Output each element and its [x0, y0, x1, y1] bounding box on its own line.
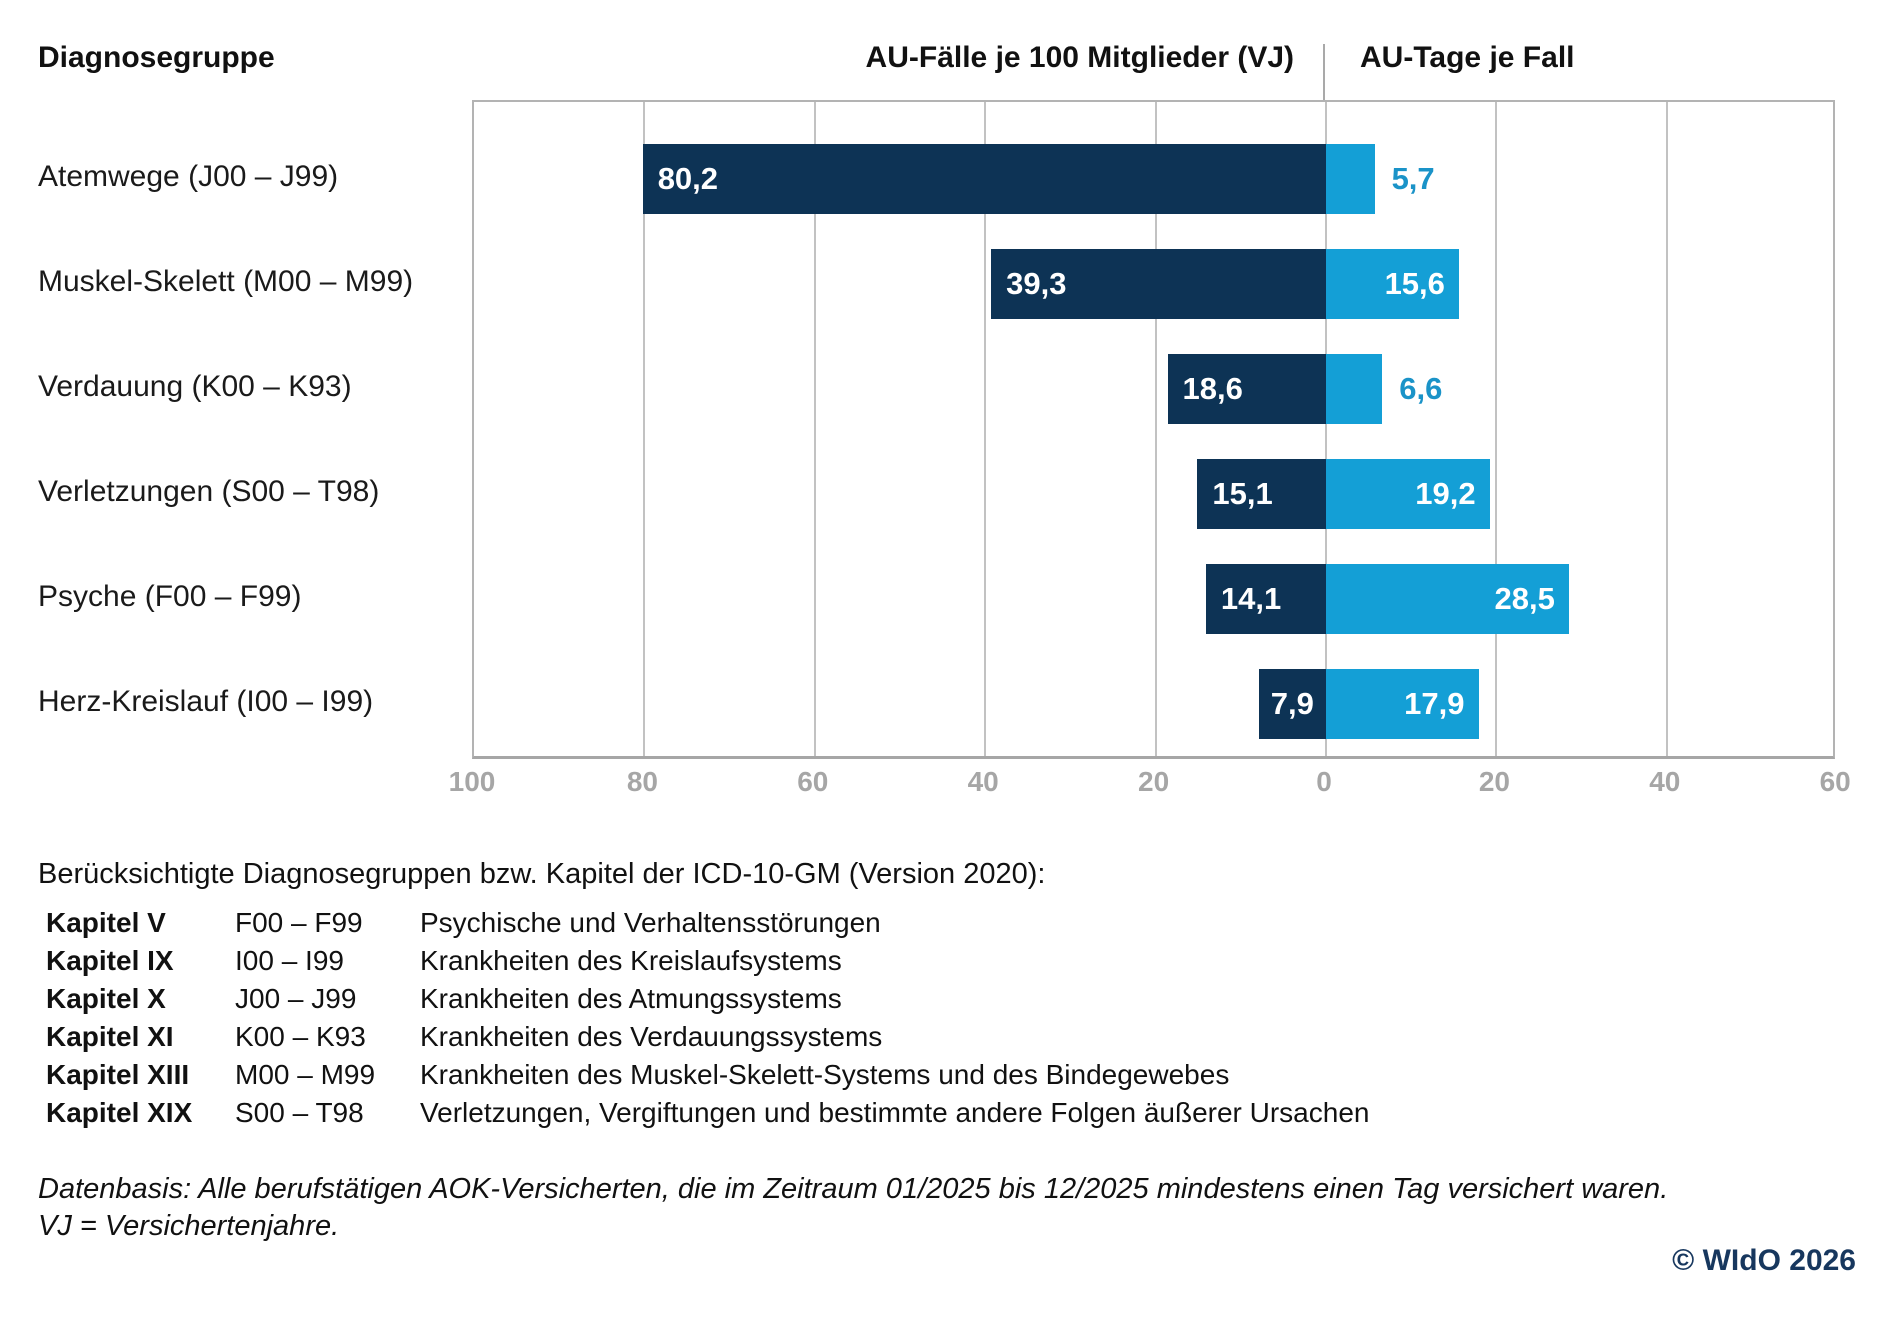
bar-au-tage: [1326, 354, 1383, 424]
bar-value-label-outside: 6,6: [1399, 371, 1443, 406]
category-label: Muskel-Skelett (M00 – M99): [38, 265, 414, 298]
icd-table-row: Kapitel XI K00 – K93 Krankheiten des Ver…: [46, 1018, 1369, 1056]
category-label: Psyche (F00 – F99): [38, 580, 302, 613]
category-label: Herz-Kreislauf (I00 – I99): [38, 685, 374, 718]
x-axis-tick: 40: [967, 766, 999, 797]
gridline: [1665, 102, 1668, 756]
bar-value-label: 15,1: [1212, 476, 1273, 511]
bar-au-tage: 17,9: [1326, 669, 1479, 739]
icd-table-row: Kapitel X J00 – J99 Krankheiten des Atmu…: [46, 980, 1369, 1018]
column-header-au-tage: AU-Tage je Fall: [1360, 41, 1575, 74]
column-header-au-faelle: AU-Fälle je 100 Mitglieder (VJ): [865, 41, 1294, 74]
icd-chapter-cell: Kapitel XIII: [46, 1059, 190, 1090]
icd-code-cell: M00 – M99: [235, 1059, 376, 1090]
x-axis-tick: 20: [1138, 766, 1170, 797]
category-label: Verletzungen (S00 – T98): [38, 475, 380, 508]
x-axis-tick: 0: [1316, 766, 1332, 797]
bar-au-tage: [1326, 144, 1375, 214]
icd-chapter-cell: Kapitel IX: [46, 945, 174, 976]
x-axis-tick: 80: [626, 766, 658, 797]
icd-chapter-cell: Kapitel X: [46, 983, 166, 1014]
x-axis-tick: 60: [797, 766, 829, 797]
bar-value-label: 39,3: [1006, 266, 1067, 301]
header-divider-line: [1323, 44, 1325, 100]
icd-code-cell: I00 – I99: [235, 945, 344, 976]
gridline: [813, 102, 816, 756]
icd-code-cell: K00 – K93: [235, 1021, 366, 1052]
gridline: [1495, 102, 1498, 756]
icd-description-cell: Krankheiten des Kreislaufsystems: [420, 945, 842, 976]
plot-area: 80,2 5,7 39,3 15,6 18,6 6,6 15,1 19,2 14,1 28,5 7,…: [472, 100, 1835, 759]
gridline: [1325, 102, 1327, 756]
gridline: [1154, 102, 1157, 756]
category-label: Atemwege (J00 – J99): [38, 160, 339, 193]
bar-value-label-outside: 5,7: [1391, 161, 1435, 196]
icd-description-cell: Krankheiten des Atmungssystems: [420, 983, 842, 1014]
icd-description-cell: Krankheiten des Verdauungssystems: [420, 1021, 883, 1052]
icd-code-cell: J00 – J99: [235, 983, 357, 1014]
icd-table-row: Kapitel V F00 – F99 Psychische und Verha…: [46, 904, 1369, 942]
bar-au-tage: 19,2: [1326, 459, 1490, 529]
column-header-diagnosegruppe: Diagnosegruppe: [38, 41, 275, 74]
bar-value-label: 15,6: [1384, 266, 1445, 301]
gridline: [643, 102, 646, 756]
bar-value-label: 80,2: [657, 161, 719, 196]
x-axis-tick: 100: [448, 766, 496, 797]
bar-value-label: 7,9: [1270, 686, 1314, 721]
x-axis-tick: 60: [1819, 766, 1851, 797]
x-axis-tick: 40: [1649, 766, 1681, 797]
icd-description-cell: Krankheiten des Muskel-Skelett-Systems u…: [420, 1059, 1230, 1090]
bar-value-label: 28,5: [1494, 581, 1555, 616]
bar-value-label: 14,1: [1220, 581, 1282, 616]
gridline: [984, 102, 987, 756]
bar-value-label: 17,9: [1404, 686, 1465, 721]
data-basis-line1: Datenbasis: Alle berufstätigen AOK-Versi…: [38, 1173, 1669, 1205]
category-label: Verdauung (K00 – K93): [38, 370, 352, 403]
icd-chapter-cell: Kapitel XI: [46, 1021, 174, 1052]
copyright-label: © WIdO 2026: [1672, 1244, 1856, 1277]
bar-au-faelle: 15,1: [1197, 459, 1326, 529]
icd-chapter-table: Kapitel V F00 – F99 Psychische und Verha…: [46, 904, 1369, 1132]
bar-au-tage: 15,6: [1326, 249, 1459, 319]
icd-chapter-cell: Kapitel XIX: [46, 1097, 193, 1128]
bar-au-faelle: 80,2: [642, 144, 1326, 214]
footnote-heading: Berücksichtigte Diagnosegruppen bzw. Kap…: [38, 858, 1046, 890]
bar-au-faelle: 39,3: [991, 249, 1326, 319]
bar-au-faelle: 7,9: [1258, 669, 1326, 739]
icd-chapter-cell: Kapitel V: [46, 907, 166, 938]
bar-value-label: 19,2: [1415, 476, 1476, 511]
bar-au-faelle: 14,1: [1205, 564, 1326, 634]
icd-table-row: Kapitel IX I00 – I99 Krankheiten des Kre…: [46, 942, 1369, 980]
icd-table-row: Kapitel XIII M00 – M99 Krankheiten des M…: [46, 1056, 1369, 1094]
icd-code-cell: F00 – F99: [235, 907, 363, 938]
bar-au-faelle: 18,6: [1167, 354, 1326, 424]
x-axis-tick: 20: [1478, 766, 1510, 797]
bar-value-label: 18,6: [1182, 371, 1243, 406]
icd-description-cell: Verletzungen, Vergiftungen und bestimmte…: [420, 1097, 1370, 1128]
data-basis-line2: VJ = Versichertenjahre.: [38, 1210, 340, 1242]
data-basis-note: Datenbasis: Alle berufstätigen AOK-Versi…: [38, 1171, 1668, 1245]
icd-code-cell: S00 – T98: [235, 1097, 364, 1128]
icd-description-cell: Psychische und Verhaltensstörungen: [420, 907, 881, 938]
icd-table-row: Kapitel XIX S00 – T98 Verletzungen, Verg…: [46, 1094, 1369, 1132]
bar-au-tage: 28,5: [1326, 564, 1569, 634]
